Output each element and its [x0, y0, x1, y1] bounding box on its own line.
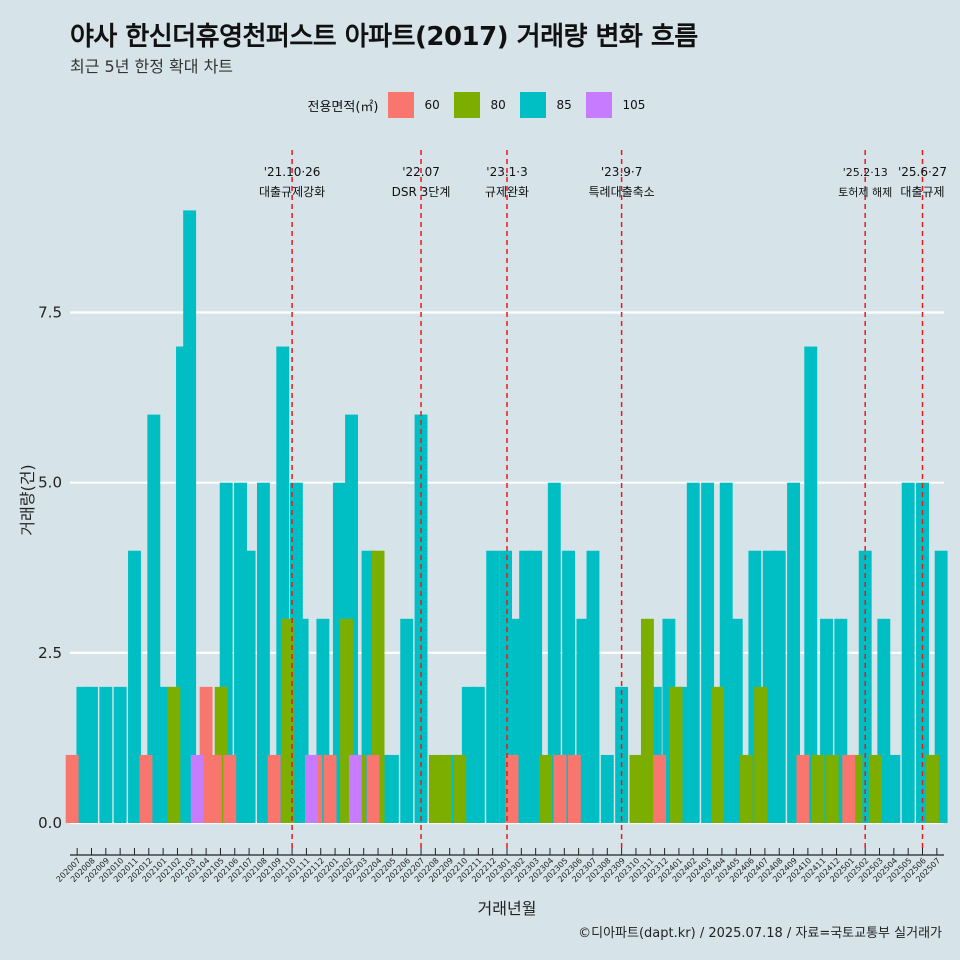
- legend-item-60: 60: [388, 92, 448, 118]
- bar-202307-85: [586, 550, 600, 823]
- bar-202304-80: [539, 754, 553, 823]
- bar-202302-85: [519, 550, 533, 823]
- policy-event: 규제완화: [485, 185, 529, 199]
- policy-event: 토허제 해제: [838, 185, 892, 199]
- policy-event: DSR 3단계: [392, 185, 451, 199]
- bar-202505-85: [901, 482, 915, 823]
- bar-202406-80: [739, 754, 753, 823]
- y-tick-label: 0.0: [38, 814, 62, 832]
- bar-202212-85: [486, 550, 500, 823]
- legend-label-85: 85: [556, 98, 572, 112]
- legend-item-85: 85: [520, 92, 580, 118]
- bar-202410-60: [796, 754, 810, 823]
- bar-202305-60: [553, 754, 567, 823]
- bar-202011-85: [128, 550, 141, 823]
- bar-202111-105: [304, 754, 318, 823]
- legend-key-60: [388, 92, 415, 118]
- bar-202507-80: [926, 754, 939, 823]
- bar-202301-60: [505, 754, 519, 823]
- bar-202010-85: [113, 686, 127, 823]
- x-axis-title: 거래년월: [478, 899, 537, 918]
- bar-202504-85: [887, 754, 901, 823]
- bar-202009-85: [99, 686, 113, 823]
- policy-event: 특례대출축소: [588, 185, 654, 199]
- policy-date: '23.1·3: [486, 165, 527, 179]
- caption: ©디아파트(dapt.kr) / 2025.07.18 / 자료=국토교통부 실…: [578, 926, 942, 941]
- bar-202303-85: [529, 550, 543, 823]
- bar-202107-85: [242, 550, 256, 823]
- policy-event: 대출규제강화: [259, 185, 325, 199]
- bar-202204-60: [366, 754, 380, 823]
- bar-202312-60: [653, 754, 667, 823]
- legend-label-105: 105: [622, 98, 646, 112]
- bar-202012-60: [139, 754, 153, 823]
- bar-202403-85: [701, 482, 715, 823]
- legend-key-105: [586, 92, 613, 118]
- bar-202206-85: [400, 618, 414, 823]
- policy-event: 대출규제: [900, 185, 944, 199]
- bar-202407-80: [754, 686, 768, 823]
- policy-date: '21.10·26: [264, 165, 321, 179]
- legend-key-85: [520, 92, 547, 118]
- y-axis-title: 거래량(건): [18, 464, 37, 535]
- bar-202308-85: [600, 754, 614, 823]
- bar-202110-80: [281, 618, 295, 823]
- bar-202007-60: [65, 754, 79, 823]
- bar-202202-105: [348, 754, 362, 823]
- y-tick-label: 5.0: [38, 474, 62, 492]
- bar-202501-60: [842, 754, 856, 823]
- policy-date: '23.9·7: [601, 165, 642, 179]
- bar-202311-80: [640, 618, 654, 823]
- bar-202401-80: [669, 686, 683, 823]
- bar-202103-85: [183, 210, 197, 823]
- bar-202411-80: [811, 754, 825, 823]
- bar-202201-60: [323, 754, 337, 823]
- bar-202404-80: [711, 686, 725, 823]
- bar-202306-60: [567, 754, 581, 823]
- legend: 전용면적(㎡) 60 80 85 105: [0, 92, 960, 118]
- policy-date: '25.2·13: [843, 166, 888, 179]
- bar-202402-85: [686, 482, 700, 823]
- bar-202304-85: [547, 482, 561, 823]
- bar-202108-85: [256, 482, 270, 823]
- bar-202506-85: [916, 482, 929, 823]
- bar-202410-85: [804, 346, 818, 823]
- policy-date: '25.6·27: [898, 165, 947, 179]
- bar-202409-85: [787, 482, 801, 823]
- legend-title: 전용면적(㎡): [307, 99, 379, 115]
- bar-202102-80: [167, 686, 181, 823]
- bar-202211-85: [471, 686, 485, 823]
- bar-202205-85: [385, 754, 399, 823]
- legend-label-60: 60: [424, 98, 440, 112]
- bar-202106-60: [223, 754, 237, 823]
- bar-202209-80: [438, 754, 452, 823]
- policy-date: '22.07: [402, 165, 440, 179]
- bar-202210-80: [453, 754, 467, 823]
- legend-key-80: [454, 92, 481, 118]
- bar-202412-80: [825, 754, 839, 823]
- bar-202405-85: [729, 618, 743, 823]
- y-tick-label: 2.5: [38, 644, 62, 662]
- legend-label-80: 80: [490, 98, 506, 112]
- bar-202208-80: [428, 754, 442, 823]
- bar-202408-85: [772, 550, 786, 823]
- bar-202008-85: [85, 686, 98, 823]
- y-tick-label: 7.5: [38, 304, 62, 322]
- bar-202503-80: [868, 754, 882, 823]
- bar-202310-80: [629, 754, 643, 823]
- legend-item-105: 105: [586, 92, 646, 118]
- bar-202109-60: [267, 754, 281, 823]
- bar-202103-105: [190, 754, 204, 823]
- chart-title: 야사 한신더휴영천퍼스트 아파트(2017) 거래량 변화 흐름: [70, 22, 698, 52]
- bar-202105-60: [208, 754, 222, 823]
- legend-item-80: 80: [454, 92, 514, 118]
- bar-202101-85: [156, 686, 170, 823]
- chart-subtitle: 최근 5년 한정 확대 차트: [70, 57, 234, 76]
